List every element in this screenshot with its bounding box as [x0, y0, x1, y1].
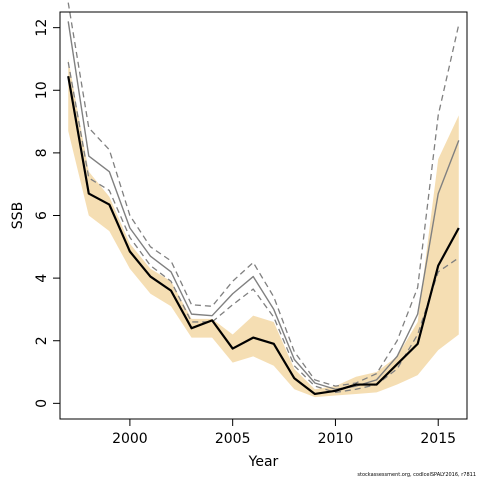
x-tick-label: 2015: [420, 431, 456, 447]
x-axis-label: Year: [248, 454, 279, 470]
y-tick-label: 12: [34, 19, 50, 37]
y-tick-label: 8: [34, 148, 50, 157]
y-tick-label: 2: [34, 336, 50, 345]
y-axis-label: SSB: [10, 202, 26, 229]
y-tick-label: 4: [34, 274, 50, 283]
x-tick-label: 2010: [318, 431, 354, 447]
x-tick-label: 2000: [112, 431, 148, 447]
previous-estimate-line: [67, 21, 460, 390]
footer-note: stockassessment.org, codIcelSPALY2016, r…: [357, 472, 476, 478]
y-tick-label: 6: [34, 211, 50, 220]
series-lines: [67, 2, 460, 396]
confidence-bands: [68, 58, 459, 398]
previous-ci-upper-line: [67, 2, 460, 387]
y-tick-label: 0: [34, 399, 50, 408]
y-tick-label: 10: [34, 81, 50, 99]
x-tick-label: 2005: [215, 431, 251, 447]
previous-ci-lower-line: [67, 61, 460, 394]
axes: 2000 2005 2010 2015 0 2 4 6 8 10 12: [34, 19, 456, 447]
estimate-line: [67, 75, 460, 396]
ci-band: [68, 58, 459, 398]
